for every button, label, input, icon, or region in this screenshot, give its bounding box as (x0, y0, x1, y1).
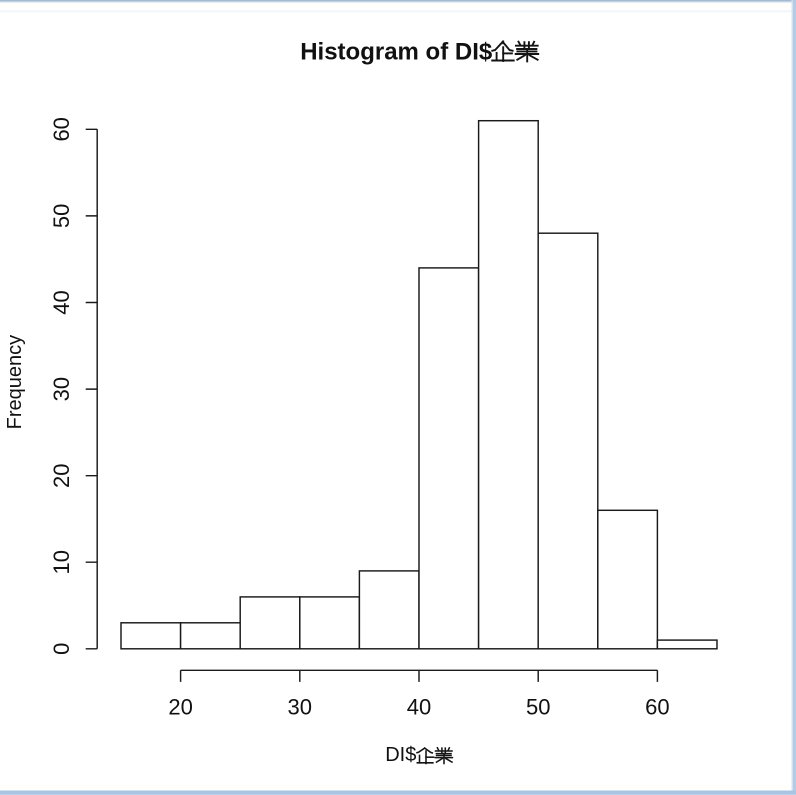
svg-text:50: 50 (49, 204, 74, 228)
svg-text:40: 40 (49, 290, 74, 314)
svg-text:30: 30 (288, 694, 312, 719)
svg-text:Frequency: Frequency (4, 335, 26, 430)
svg-text:DI$: DI$ (385, 744, 416, 766)
svg-text:20: 20 (168, 694, 192, 719)
svg-text:50: 50 (526, 694, 550, 719)
svg-text:60: 60 (645, 694, 669, 719)
svg-text:10: 10 (49, 550, 74, 574)
svg-text:60: 60 (49, 117, 74, 141)
svg-text:0: 0 (49, 643, 74, 655)
svg-text:40: 40 (407, 694, 431, 719)
svg-text:Histogram of DI$: Histogram of DI$ (300, 39, 493, 66)
svg-text:30: 30 (49, 377, 74, 401)
svg-text:20: 20 (49, 463, 74, 487)
